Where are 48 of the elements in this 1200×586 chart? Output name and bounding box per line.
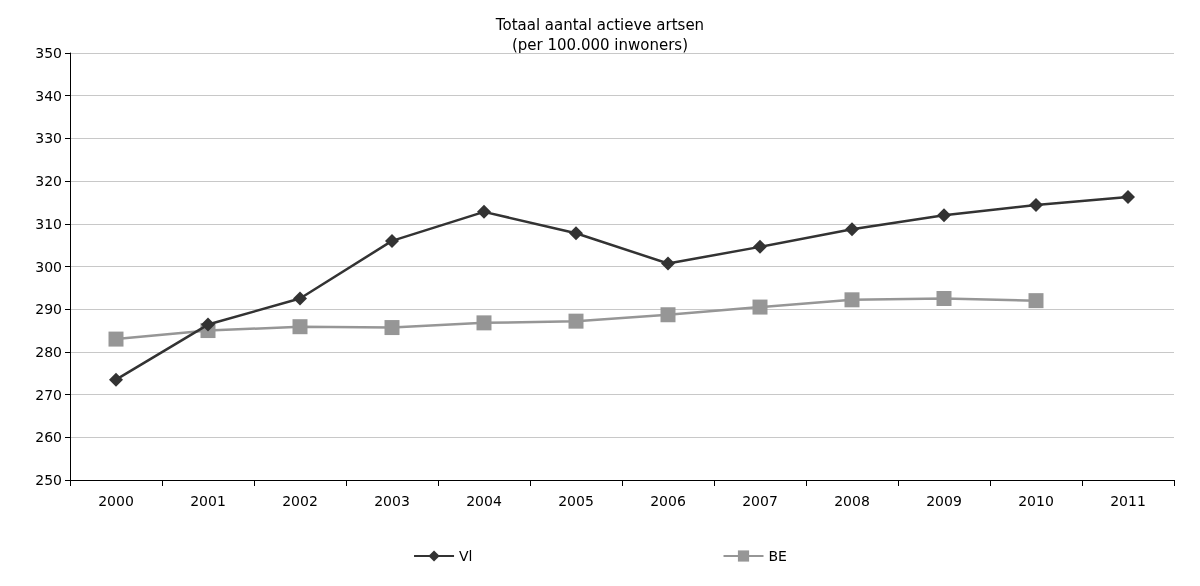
point [844,292,860,308]
x-tick-label: 2003 [374,493,410,509]
y-tick-label: 280 [35,343,62,360]
point [109,372,123,387]
point [385,233,399,248]
x-tick-label: 2002 [282,493,318,509]
x-tick-label: 2005 [558,493,594,509]
point [293,291,307,306]
x-tick-label: 2010 [1018,493,1054,509]
point [660,307,676,323]
point [476,315,492,331]
x-tick-label: 2011 [1110,493,1146,509]
point [568,313,584,329]
chart-title: Totaal aantal actieve artsen (per 100.000 inwoners) [494,16,705,54]
legend-label: Vl [459,548,473,564]
point [845,222,859,237]
y-tick-label: 260 [35,429,62,446]
y-tick-label: 340 [35,87,62,104]
y-tick-label: 350 [35,45,62,61]
x-tick-label: 2008 [834,493,870,509]
y-tick-label: 250 [35,472,62,488]
point [1029,198,1043,213]
point [752,299,768,315]
x-tick-label: 2009 [926,493,962,509]
y-tick-label: 330 [35,130,62,147]
x-tick-label: 2004 [466,493,502,509]
point [753,239,767,254]
point [569,226,583,241]
point [384,320,400,336]
point [1028,293,1044,309]
x-tick-label: 2000 [98,493,134,509]
x-tick-label: 2007 [742,493,778,509]
point [201,317,215,332]
point [1121,189,1135,204]
point [477,204,491,219]
x-tick-label: 2001 [190,493,226,509]
y-tick-label: 290 [35,301,62,318]
point [108,331,124,347]
x-tick-label: 2006 [650,493,686,509]
point [661,256,675,271]
point [937,208,951,223]
point [292,319,308,335]
y-tick-label: 310 [35,215,62,232]
y-tick-label: 270 [35,386,62,403]
y-tick-label: 320 [35,173,62,190]
legend-label: BE [768,548,787,564]
y-tick-label: 300 [35,258,62,275]
point [936,291,952,307]
